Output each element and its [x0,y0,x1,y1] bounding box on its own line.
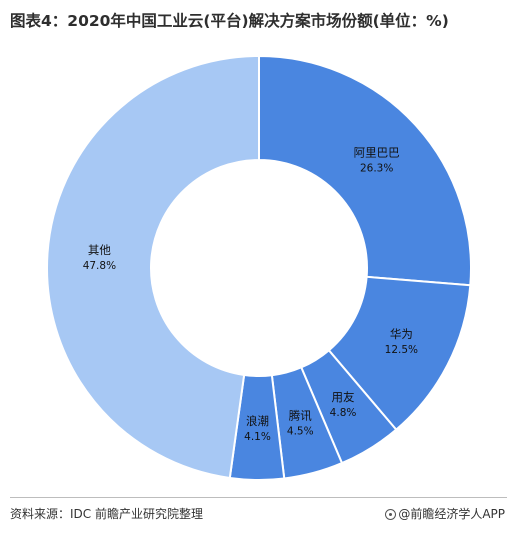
slice-value-5: 47.8% [83,260,116,272]
slice-value-2: 4.8% [330,407,357,419]
source-note: 资料来源：IDC 前瞻产业研究院整理 [10,507,203,521]
slice-label-2: 用友 [332,390,355,404]
slice-label-1: 华为 [390,327,413,341]
donut-labels: 阿里巴巴 26.3% 华为 12.5% 用友 4.8% 腾讯 4.5% 浪潮 4.1% 其他 47.8… [83,146,418,443]
slice-value-0: 26.3% [360,163,393,175]
slice-0 [258,54,472,287]
slice-label-4: 浪潮 [246,414,269,428]
chart-title: 图表4：2020年中国工业云(平台)解决方案市场份额(单位：%) [10,12,449,30]
slice-label-3: 腾讯 [289,409,312,423]
brand-credit: @前瞻经济学人APP [385,505,505,522]
slice-label-0: 阿里巴巴 [354,146,400,160]
footer-divider [10,497,507,498]
donut-slices [46,54,472,481]
slice-value-4: 4.1% [244,431,271,443]
brand-text: @前瞻经济学人APP [398,507,505,521]
slice-label-5: 其他 [88,243,111,257]
brand-logo-icon [385,509,397,520]
slice-value-1: 12.5% [385,344,418,356]
slice-value-3: 4.5% [287,426,314,438]
slice-5 [46,54,260,480]
